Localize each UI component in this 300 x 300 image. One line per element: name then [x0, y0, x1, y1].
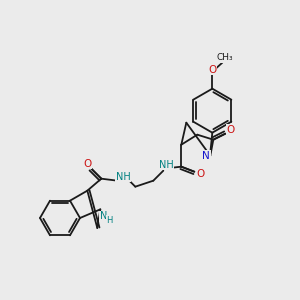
Text: H: H: [106, 216, 112, 225]
Text: O: O: [208, 65, 216, 75]
Text: O: O: [196, 169, 204, 179]
Text: O: O: [83, 159, 92, 169]
Text: N: N: [202, 151, 210, 161]
Text: NH: NH: [159, 160, 174, 170]
Text: NH: NH: [116, 172, 131, 182]
Text: CH₃: CH₃: [216, 53, 232, 62]
Text: N: N: [100, 211, 107, 221]
Text: O: O: [226, 125, 234, 135]
